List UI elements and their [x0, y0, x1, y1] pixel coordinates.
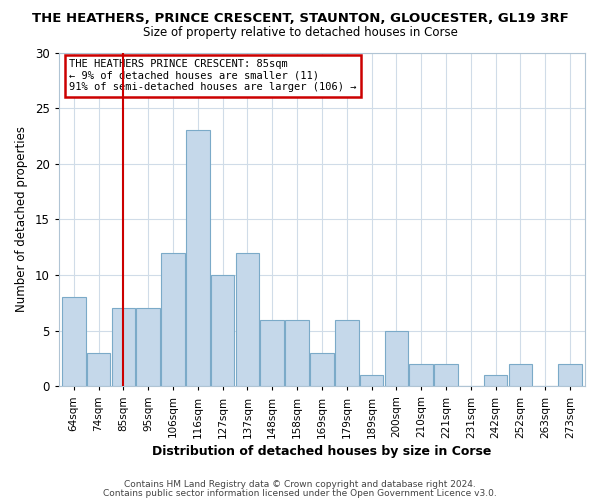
Bar: [211, 275, 235, 386]
Bar: [136, 308, 160, 386]
Bar: [335, 320, 359, 386]
Bar: [260, 320, 284, 386]
X-axis label: Distribution of detached houses by size in Corse: Distribution of detached houses by size …: [152, 444, 491, 458]
Bar: [484, 376, 508, 386]
Bar: [360, 376, 383, 386]
Bar: [559, 364, 582, 386]
Bar: [161, 253, 185, 386]
Bar: [385, 331, 408, 386]
Bar: [112, 308, 135, 386]
Bar: [409, 364, 433, 386]
Text: THE HEATHERS, PRINCE CRESCENT, STAUNTON, GLOUCESTER, GL19 3RF: THE HEATHERS, PRINCE CRESCENT, STAUNTON,…: [32, 12, 568, 26]
Bar: [186, 130, 209, 386]
Y-axis label: Number of detached properties: Number of detached properties: [15, 126, 28, 312]
Bar: [62, 298, 86, 386]
Bar: [236, 253, 259, 386]
Text: THE HEATHERS PRINCE CRESCENT: 85sqm
← 9% of detached houses are smaller (11)
91%: THE HEATHERS PRINCE CRESCENT: 85sqm ← 9%…: [70, 59, 357, 92]
Bar: [310, 353, 334, 386]
Bar: [286, 320, 309, 386]
Bar: [87, 353, 110, 386]
Text: Size of property relative to detached houses in Corse: Size of property relative to detached ho…: [143, 26, 457, 39]
Text: Contains HM Land Registry data © Crown copyright and database right 2024.: Contains HM Land Registry data © Crown c…: [124, 480, 476, 489]
Bar: [434, 364, 458, 386]
Text: Contains public sector information licensed under the Open Government Licence v3: Contains public sector information licen…: [103, 489, 497, 498]
Bar: [509, 364, 532, 386]
